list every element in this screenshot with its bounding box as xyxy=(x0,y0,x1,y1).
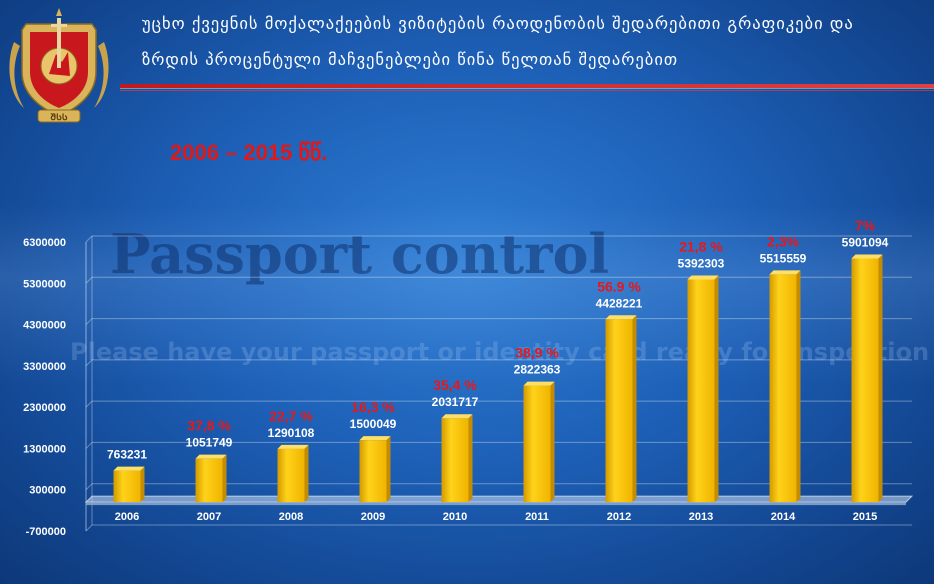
bar-side xyxy=(714,275,719,503)
header-title-line1: უცხო ქვეყნის მოქალაქეების ვიზიტების რაოდ… xyxy=(142,14,854,33)
gridline-diag xyxy=(85,524,93,532)
y-tick-label: 2300000 xyxy=(23,402,66,414)
gridline-diag xyxy=(85,276,93,284)
bar-front xyxy=(441,418,469,503)
x-category-label: 2014 xyxy=(771,511,796,523)
header-divider-thin xyxy=(120,90,934,91)
bar-top xyxy=(523,381,555,386)
bar-side xyxy=(222,454,227,503)
bar-front xyxy=(113,470,141,503)
bar-side xyxy=(632,315,637,503)
bar-side xyxy=(878,254,883,503)
x-category-label: 2012 xyxy=(607,511,631,523)
bar-value-label: 2822363 xyxy=(514,363,561,377)
period-subtitle: 2006 – 2015 წწ. xyxy=(170,140,328,165)
bar-front xyxy=(851,258,879,503)
y-tick-label: 3300000 xyxy=(23,361,66,373)
y-tick-label: 4300000 xyxy=(23,320,66,332)
x-category-label: 2008 xyxy=(279,511,303,523)
growth-percent-label: 38,9 % xyxy=(515,345,559,361)
bar-side xyxy=(304,444,309,503)
bar-front xyxy=(359,440,387,503)
emblem-text: ᲨᲡᲡ xyxy=(50,113,67,123)
growth-percent-label: 7% xyxy=(855,220,876,233)
bar-side xyxy=(796,270,801,503)
header-divider xyxy=(120,84,934,88)
bar-front xyxy=(523,385,551,503)
y-tick-label: 6300000 xyxy=(23,237,66,249)
header-title-line2: ზრდის პროცენტული მაჩვენებლები წინა წელთა… xyxy=(142,50,679,69)
y-tick-label: 300000 xyxy=(29,485,66,497)
labels: 763231 2006 1051749 37,8 % 2007 1290108 22,7 %… xyxy=(107,220,889,523)
gridline-diag xyxy=(85,235,93,243)
bar-top xyxy=(769,270,801,275)
bar-top xyxy=(277,444,309,449)
bar-value-label: 5392303 xyxy=(678,256,725,270)
gridline-diag xyxy=(85,318,93,325)
bar-front xyxy=(769,274,797,503)
bar-top xyxy=(851,254,883,259)
bar-side xyxy=(386,436,391,503)
bar-value-label: 763231 xyxy=(107,448,147,462)
bar-top xyxy=(195,454,227,459)
y-tick-label: -700000 xyxy=(26,526,66,538)
growth-percent-label: 56.9 % xyxy=(597,278,641,294)
y-tick-label: 5300000 xyxy=(23,278,66,290)
bar-side xyxy=(140,466,145,503)
bar-front xyxy=(605,319,633,503)
x-category-label: 2007 xyxy=(197,511,221,523)
police-emblem-icon: ᲨᲡᲡ xyxy=(9,8,109,123)
bar-top xyxy=(113,466,145,471)
gridline-diag xyxy=(85,359,93,367)
bar-top xyxy=(687,275,719,280)
bar-side xyxy=(468,414,473,503)
bar-front xyxy=(277,448,305,503)
bars xyxy=(113,254,883,503)
bar-top xyxy=(605,315,637,320)
bar-front xyxy=(687,279,715,503)
background-passport-text: Passport control xyxy=(110,222,609,286)
x-category-label: 2010 xyxy=(443,511,467,523)
growth-percent-label: 37,8 % xyxy=(187,418,231,434)
bar-value-label: 1051749 xyxy=(186,436,233,450)
bar-chart: -700000 300000 1300000 2300000 3300000 430000… xyxy=(23,220,914,538)
bar-value-label: 4428221 xyxy=(596,296,643,310)
x-category-label: 2006 xyxy=(115,511,139,523)
growth-percent-label: 16,3 % xyxy=(351,399,395,415)
bar-value-label: 1290108 xyxy=(268,426,315,440)
bar-side xyxy=(550,381,555,503)
x-category-label: 2013 xyxy=(689,511,713,523)
bar-value-label: 2031717 xyxy=(432,395,479,409)
gridline-diag xyxy=(85,400,93,408)
x-category-label: 2015 xyxy=(853,511,877,523)
gridline-diag xyxy=(85,483,93,491)
y-tick-label: 1300000 xyxy=(23,443,66,455)
x-category-label: 2009 xyxy=(361,511,385,523)
bar-value-label: 1500049 xyxy=(350,417,397,431)
growth-percent-label: 2,3% xyxy=(767,233,799,249)
chart-floor-edge xyxy=(86,502,906,506)
x-category-label: 2011 xyxy=(525,511,549,523)
bar-value-label: 5515559 xyxy=(760,251,807,265)
bar-top xyxy=(359,436,391,441)
growth-percent-label: 35,4 % xyxy=(433,377,477,393)
bar-top xyxy=(441,414,473,419)
gridline-diag xyxy=(85,442,93,449)
bar-front xyxy=(195,458,223,503)
bar-value-label: 5901094 xyxy=(842,235,889,249)
growth-percent-label: 22,7 % xyxy=(269,408,313,424)
growth-percent-label: 21,8 % xyxy=(679,238,723,254)
